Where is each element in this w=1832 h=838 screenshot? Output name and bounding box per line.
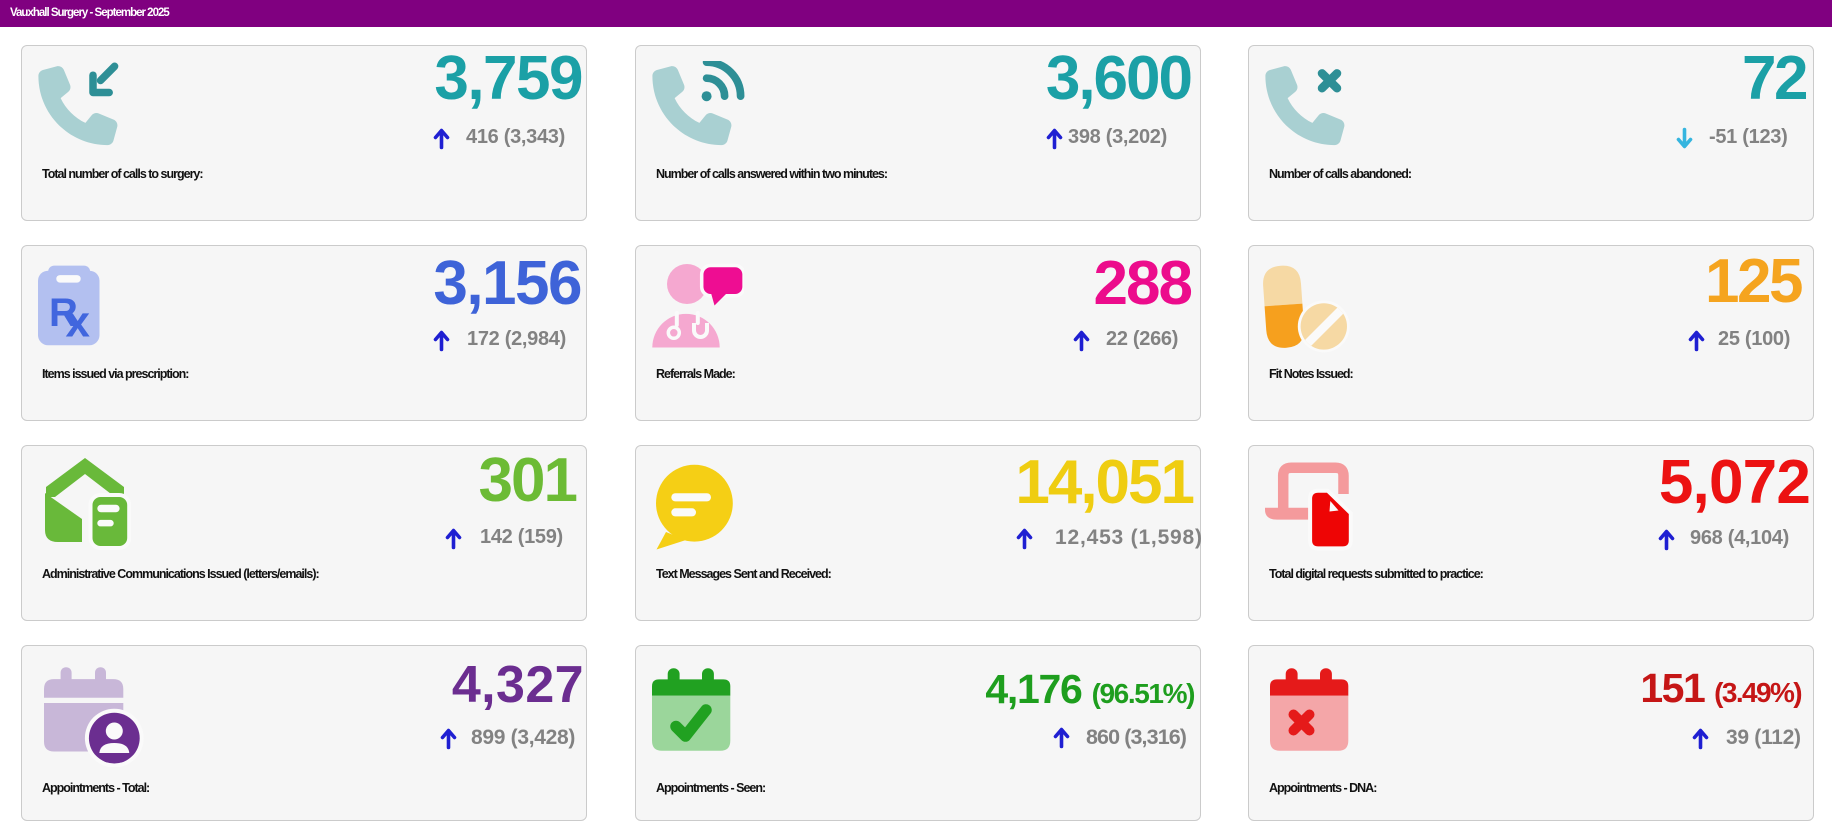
svg-text:R: R	[49, 291, 78, 335]
svg-text:x: x	[66, 298, 91, 347]
